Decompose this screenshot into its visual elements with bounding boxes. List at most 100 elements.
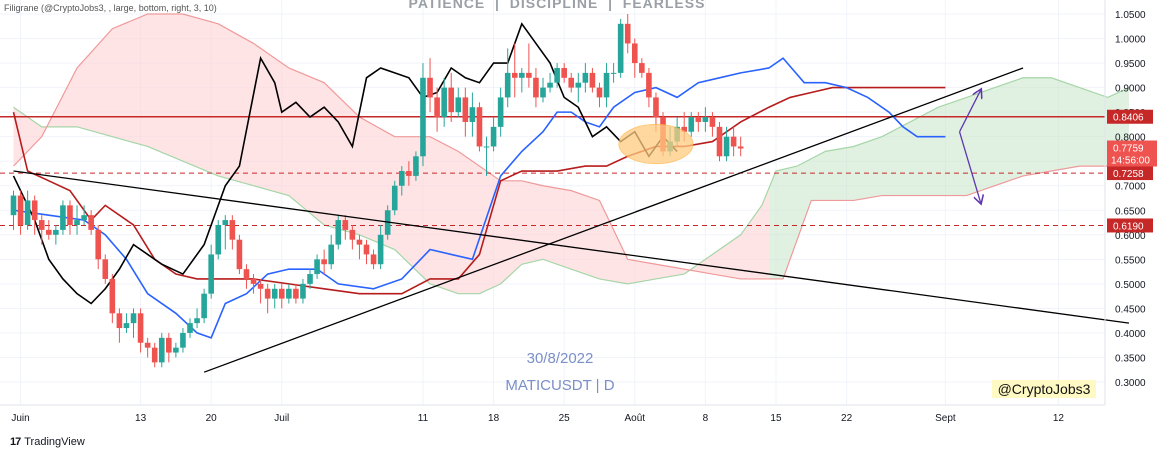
candle-100 — [716, 121, 723, 162]
base-line — [12, 86, 946, 295]
candle-body — [610, 72, 617, 74]
time-tick-2: 20 — [206, 413, 218, 424]
price-tick-11: 0.5000 — [1115, 280, 1146, 291]
candle-87 — [624, 14, 631, 54]
candle-38 — [278, 283, 285, 309]
time-tick-1: 13 — [135, 413, 147, 424]
candle-body — [391, 185, 398, 211]
candle-body — [130, 313, 137, 324]
candle-56 — [406, 161, 412, 186]
candle-body — [201, 293, 207, 319]
time-tick-12: 12 — [1053, 413, 1065, 424]
candle-32 — [236, 234, 243, 275]
price-tick-15: 0.3000 — [1115, 378, 1146, 389]
level-badge-label-1: 0.7258 — [1113, 169, 1144, 180]
candle-body — [639, 63, 645, 73]
candle-88 — [631, 38, 638, 78]
price-axis[interactable]: 1.05001.00000.95000.90000.85000.80000.75… — [1104, 0, 1157, 405]
candle-1 — [17, 190, 24, 235]
candle-body — [582, 72, 589, 83]
candle-81 — [582, 63, 589, 93]
price-tick-1: 1.0000 — [1115, 35, 1146, 46]
candle-body — [293, 288, 299, 299]
overlay-date: 30/8/2022 — [527, 350, 594, 367]
candle-body — [314, 259, 320, 275]
candle-body — [17, 195, 24, 225]
candle-68 — [490, 117, 497, 152]
price-tick-14: 0.3500 — [1115, 353, 1146, 364]
candle-60 — [434, 87, 440, 132]
candle-75 — [540, 77, 546, 103]
candle-body — [349, 229, 356, 240]
candle-10 — [81, 205, 87, 225]
candle-body — [109, 278, 116, 314]
candle-body — [646, 72, 652, 98]
overlay-symbol: MATICUSDT | D — [505, 377, 614, 394]
tradingview-logo-icon: 17 — [10, 436, 21, 448]
candle-21 — [158, 332, 165, 368]
candle-body — [504, 72, 511, 98]
candle-body — [681, 126, 687, 132]
candle-body — [730, 136, 737, 147]
candle-body — [356, 239, 363, 245]
candle-body — [490, 126, 497, 147]
candle-86 — [617, 18, 624, 78]
time-axis[interactable]: Juin 13 20 Juil 11 18 25 Août 8 15 22 Sept 12 — [0, 404, 1105, 424]
candle-body — [328, 244, 334, 265]
ichimoku-cloud — [13, 13, 1130, 295]
candle-body — [123, 323, 130, 329]
price-tick-3: 0.9000 — [1115, 84, 1146, 95]
candle-body — [370, 254, 377, 265]
candle-body — [377, 234, 384, 265]
candle-body — [653, 97, 659, 118]
candle-body — [363, 244, 370, 255]
candle-body — [10, 195, 17, 216]
candle-body — [158, 337, 165, 363]
brand-label: TradingView — [24, 436, 85, 448]
drawings — [13, 67, 1130, 373]
candle-5 — [46, 220, 52, 240]
level-badge-1 — [1107, 166, 1153, 181]
candle-9 — [74, 205, 80, 235]
candle-body — [215, 224, 222, 255]
candle-body — [455, 97, 462, 113]
candle-101 — [723, 126, 730, 162]
time-tick-5: 18 — [488, 413, 500, 424]
candle-47 — [342, 215, 349, 240]
candle-15 — [116, 308, 123, 343]
watermark-header: Filigrane (@CryptoJobs3, , large, bottom… — [4, 3, 217, 13]
candle-body — [406, 171, 412, 176]
candle-body — [462, 97, 469, 122]
candle-42 — [307, 269, 313, 289]
candle-35 — [257, 278, 264, 304]
candle-28 — [208, 244, 214, 299]
candle-7 — [60, 200, 66, 235]
candle-body — [95, 229, 102, 260]
candle-62 — [448, 72, 455, 122]
cloud-bear-0 — [13, 14, 769, 294]
time-tick-8: 8 — [703, 413, 709, 424]
tradingview-brand[interactable]: 17 TradingView — [10, 436, 85, 448]
candle-43 — [314, 254, 320, 279]
candle-body — [399, 171, 405, 186]
candle-83 — [596, 82, 603, 108]
price-tick-7: 0.7000 — [1115, 182, 1146, 193]
candle-16 — [123, 313, 130, 333]
cloud-span-a — [13, 77, 1130, 295]
candle-84 — [603, 63, 610, 108]
candle-body — [511, 72, 518, 78]
candle-71 — [511, 43, 518, 98]
candle-body — [173, 347, 179, 353]
candle-body — [243, 269, 250, 279]
horizontal-levels — [0, 116, 1105, 226]
candle-97 — [695, 112, 702, 132]
candle-103 — [737, 136, 744, 157]
candle-body — [469, 107, 476, 122]
current-price-badge — [1107, 140, 1157, 167]
candle-body — [540, 87, 546, 98]
candle-102 — [730, 126, 737, 157]
candle-body — [24, 200, 31, 225]
candle-33 — [243, 264, 250, 289]
candle-body — [547, 82, 553, 88]
